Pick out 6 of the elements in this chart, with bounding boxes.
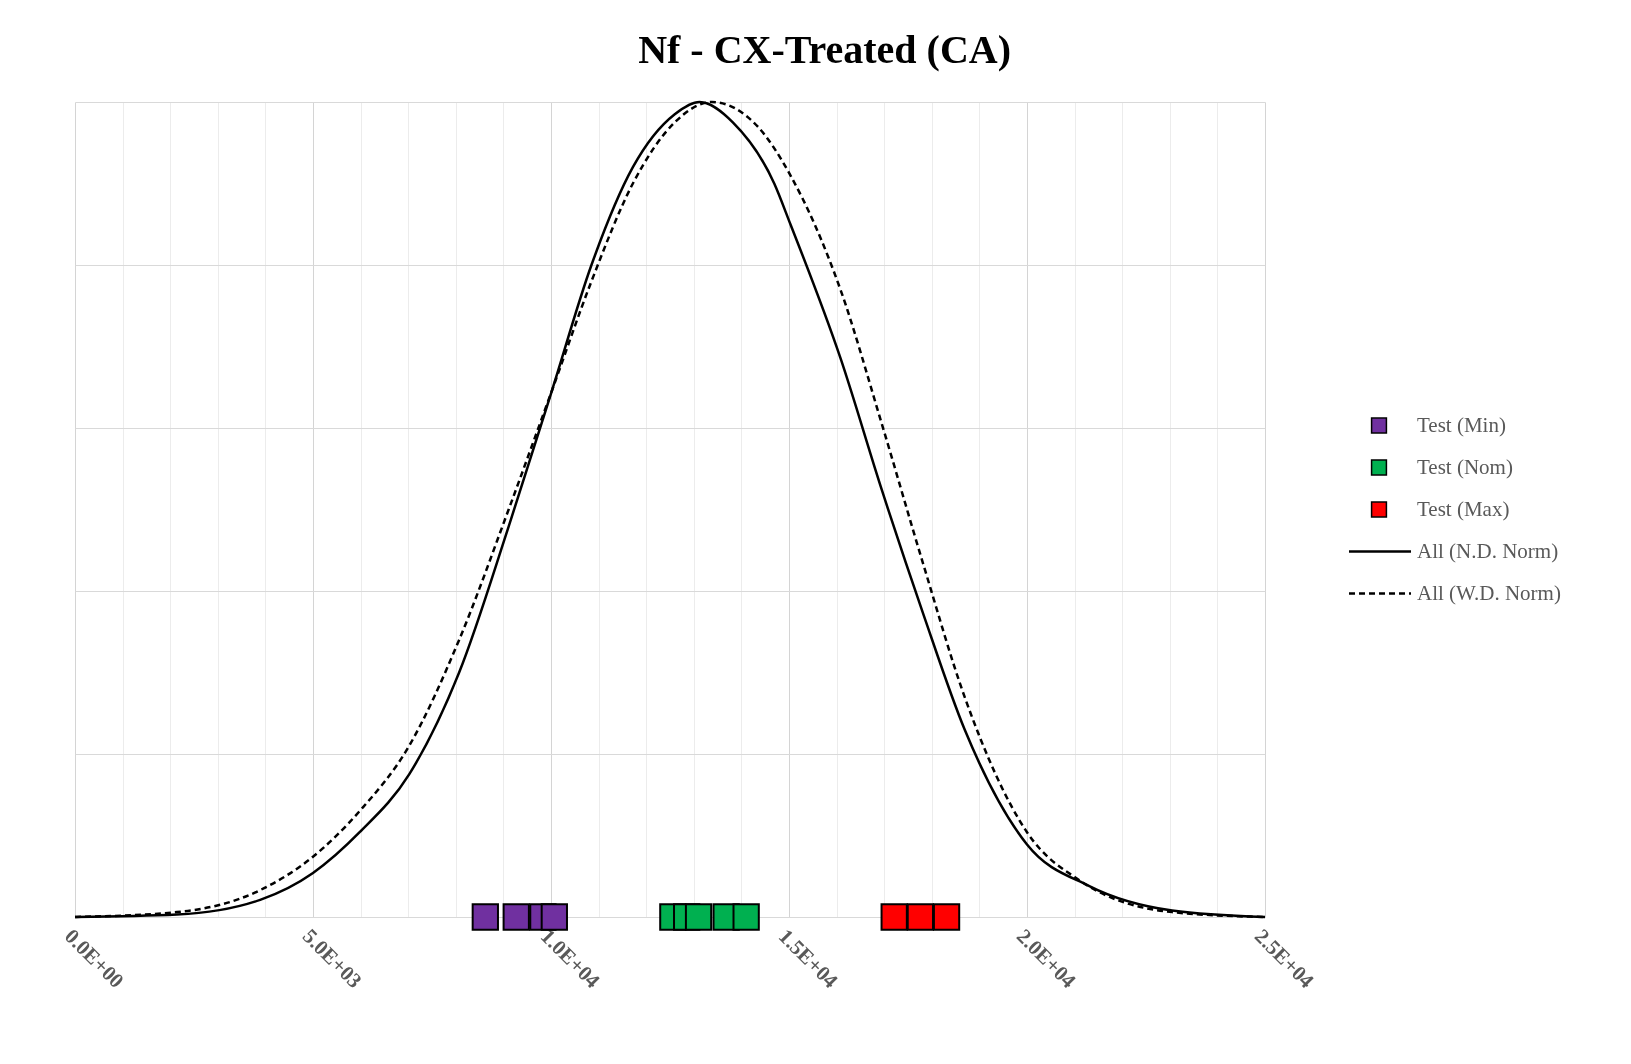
legend-label: Test (Nom) bbox=[1417, 454, 1513, 479]
legend-label: Test (Min) bbox=[1417, 412, 1506, 437]
legend-label: All (N.D. Norm) bbox=[1417, 538, 1559, 563]
chart-title: Nf - CX-Treated (CA) bbox=[638, 26, 1012, 72]
legend-label: Test (Max) bbox=[1417, 496, 1510, 521]
legend-label: All (W.D. Norm) bbox=[1417, 580, 1561, 605]
